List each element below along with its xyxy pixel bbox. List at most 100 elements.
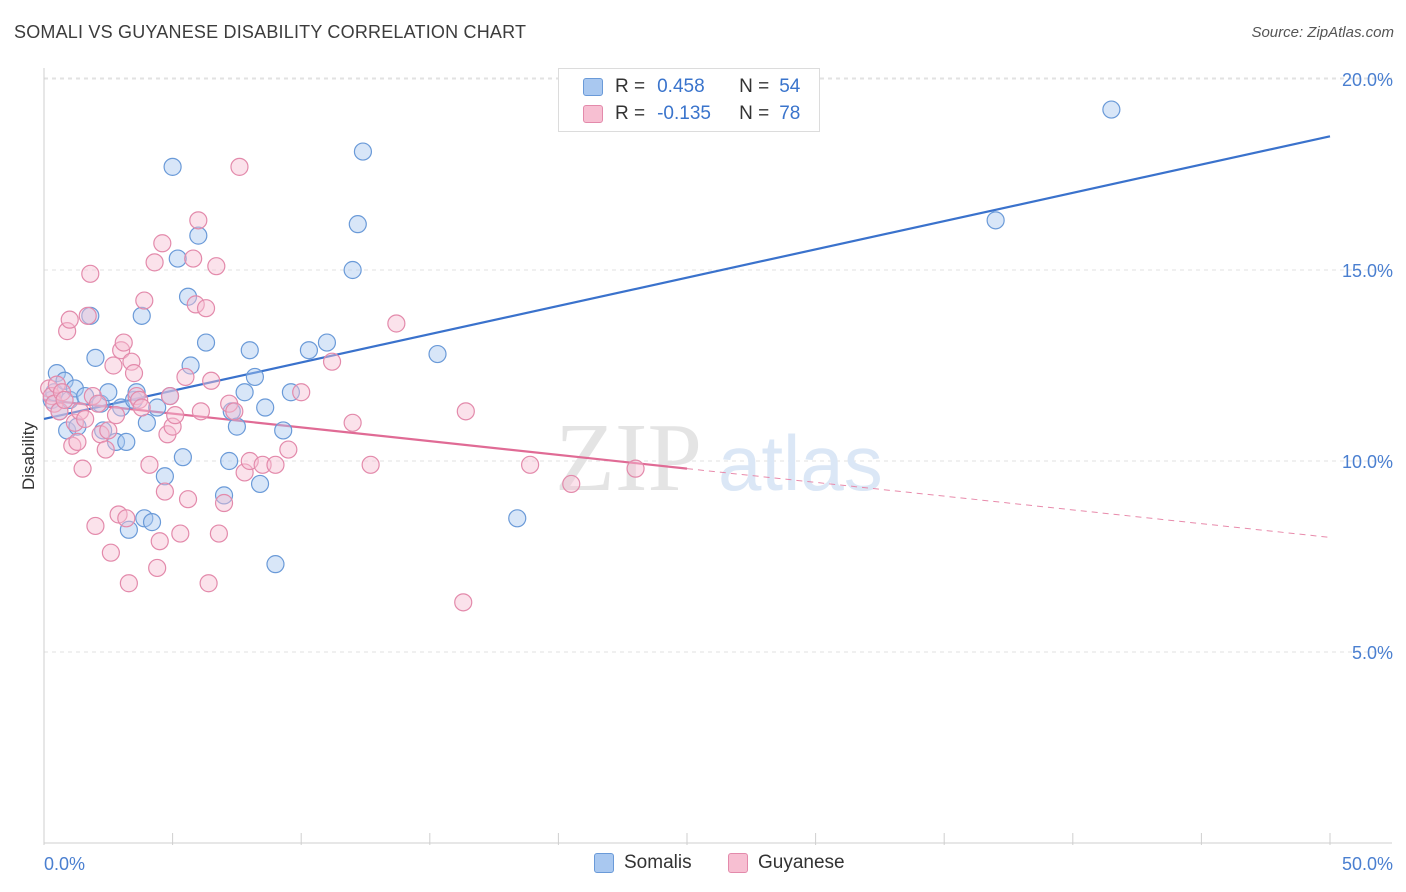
point-somalis: [256, 398, 275, 417]
point-guyanese: [235, 463, 254, 482]
point-guyanese: [163, 417, 182, 436]
point-guyanese: [114, 333, 133, 352]
watermark-zip: ZIP: [555, 404, 702, 512]
x-tick-labels: 0.0% 50.0%: [44, 854, 1393, 874]
source-label: Source: ZipAtlas.com: [1251, 24, 1394, 41]
point-guyanese: [153, 234, 172, 253]
point-guyanese: [361, 455, 380, 474]
legend-swatch-guyanese: [583, 105, 603, 123]
point-guyanese: [160, 386, 180, 406]
point-guyanese: [88, 394, 108, 413]
point-somalis: [240, 341, 259, 360]
y-axis-label: Disability: [19, 421, 38, 490]
point-somalis: [214, 486, 234, 505]
point-guyanese: [322, 352, 342, 371]
point-guyanese: [132, 398, 151, 417]
y-tick-label: 5.0%: [1352, 643, 1393, 663]
point-guyanese: [266, 455, 285, 474]
bottom-legend-somalis: Somalis: [594, 852, 692, 874]
point-guyanese: [626, 459, 645, 478]
point-guyanese: [96, 440, 115, 459]
trend-line-somalis: [43, 135, 1331, 421]
point-guyanese: [58, 322, 77, 341]
point-guyanese: [253, 455, 272, 474]
point-somalis: [60, 390, 79, 409]
trend-line-guyanese: [43, 398, 688, 470]
y-tick-label: 20.0%: [1342, 70, 1393, 90]
point-guyanese: [86, 516, 105, 536]
point-somalis: [189, 226, 208, 245]
point-somalis: [132, 306, 151, 325]
point-somalis: [173, 448, 192, 467]
point-somalis: [86, 348, 105, 367]
point-somalis: [142, 513, 162, 532]
point-guyanese: [119, 574, 138, 593]
point-somalis: [119, 520, 138, 539]
y-tick-label: 10.0%: [1342, 452, 1393, 472]
point-guyanese: [81, 264, 100, 283]
point-somalis: [168, 249, 187, 268]
bottom-legend-swatch-guyanese: [728, 853, 748, 873]
point-guyanese: [101, 543, 120, 562]
legend-r-value: 0.458: [657, 76, 705, 97]
legend-box: R = 0.458 N = 54 R = -0.135 N = 78: [558, 68, 820, 132]
point-guyanese: [196, 299, 216, 318]
point-guyanese: [140, 455, 159, 474]
point-somalis: [220, 451, 239, 471]
legend-r-label: R =: [615, 103, 646, 124]
watermark-atlas: atlas: [718, 419, 883, 507]
point-guyanese: [99, 421, 118, 440]
point-guyanese: [65, 413, 84, 432]
point-guyanese: [456, 402, 475, 421]
y-tick-label: 15.0%: [1342, 261, 1393, 281]
point-guyanese: [207, 257, 226, 276]
point-somalis: [196, 333, 216, 352]
point-somalis: [353, 142, 373, 161]
point-somalis: [155, 467, 174, 486]
point-guyanese: [155, 482, 174, 501]
point-somalis: [227, 417, 246, 436]
point-guyanese: [104, 356, 123, 375]
point-guyanese: [199, 574, 218, 593]
point-guyanese: [279, 440, 298, 459]
point-guyanese: [191, 402, 210, 421]
point-guyanese: [387, 314, 406, 333]
point-guyanese: [176, 367, 195, 387]
point-guyanese: [214, 493, 234, 513]
legend-n-label: N =: [739, 76, 770, 97]
legend-n-label: N =: [739, 103, 770, 124]
point-guyanese: [124, 364, 144, 383]
point-guyanese: [60, 310, 79, 329]
point-somalis: [163, 157, 182, 176]
trend-line-guyanese-extension: [686, 468, 1331, 538]
x-tick-label: 50.0%: [1342, 854, 1393, 874]
point-guyanese: [150, 532, 169, 551]
point-guyanese: [562, 474, 581, 494]
point-guyanese: [145, 253, 164, 272]
point-guyanese: [78, 306, 97, 325]
y-tick-labels: 5.0% 10.0% 15.0% 20.0%: [1342, 70, 1393, 663]
point-guyanese: [76, 409, 95, 429]
point-guyanese: [171, 524, 190, 543]
point-somalis: [266, 555, 285, 574]
bottom-legend-label-guyanese: Guyanese: [758, 852, 845, 873]
point-guyanese: [68, 432, 87, 451]
point-somalis: [299, 341, 319, 360]
point-somalis: [117, 432, 136, 451]
point-guyanese: [521, 455, 540, 474]
point-somalis: [245, 367, 265, 387]
point-guyanese: [73, 459, 92, 478]
bottom-legend: Somalis Guyanese: [0, 852, 1406, 878]
bottom-legend-guyanese: Guyanese: [728, 852, 845, 874]
point-guyanese: [225, 402, 244, 421]
legend-row-guyanese: R = -0.135 N = 78: [583, 101, 800, 127]
legend-row-somalis: R = 0.458 N = 54: [583, 74, 800, 100]
point-somalis: [181, 356, 200, 375]
point-somalis: [274, 421, 293, 440]
point-somalis: [137, 413, 156, 432]
point-somalis: [348, 215, 367, 234]
point-guyanese: [230, 157, 249, 176]
point-somalis: [235, 383, 254, 402]
point-somalis: [343, 260, 362, 280]
